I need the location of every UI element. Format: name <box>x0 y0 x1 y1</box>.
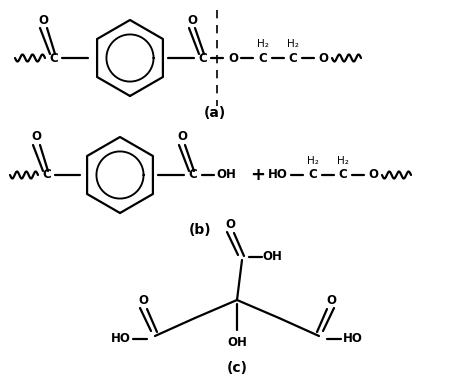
Text: O: O <box>225 218 235 230</box>
Text: (a): (a) <box>204 106 226 120</box>
Text: O: O <box>138 293 148 307</box>
Text: +: + <box>250 166 265 184</box>
Text: H₂: H₂ <box>307 156 319 166</box>
Text: HO: HO <box>111 332 131 346</box>
Text: HO: HO <box>268 169 288 182</box>
Text: O: O <box>368 169 378 182</box>
Text: HO: HO <box>343 332 363 346</box>
Text: H₂: H₂ <box>287 39 299 49</box>
Text: C: C <box>338 169 347 182</box>
Text: O: O <box>318 52 328 64</box>
Text: O: O <box>31 130 41 144</box>
Text: O: O <box>177 130 187 144</box>
Text: (c): (c) <box>227 361 247 375</box>
Text: C: C <box>259 52 267 64</box>
Text: OH: OH <box>227 335 247 349</box>
Text: H₂: H₂ <box>257 39 269 49</box>
Text: O: O <box>326 293 336 307</box>
Text: C: C <box>189 169 197 182</box>
Text: OH: OH <box>216 169 236 182</box>
Text: O: O <box>187 14 197 27</box>
Text: C: C <box>50 52 58 64</box>
Text: C: C <box>289 52 297 64</box>
Text: C: C <box>43 169 51 182</box>
Text: C: C <box>309 169 318 182</box>
Text: O: O <box>228 52 238 64</box>
Text: (b): (b) <box>189 223 211 237</box>
Text: H₂: H₂ <box>337 156 349 166</box>
Text: OH: OH <box>262 251 282 263</box>
Text: C: C <box>199 52 207 64</box>
Text: O: O <box>38 14 48 27</box>
